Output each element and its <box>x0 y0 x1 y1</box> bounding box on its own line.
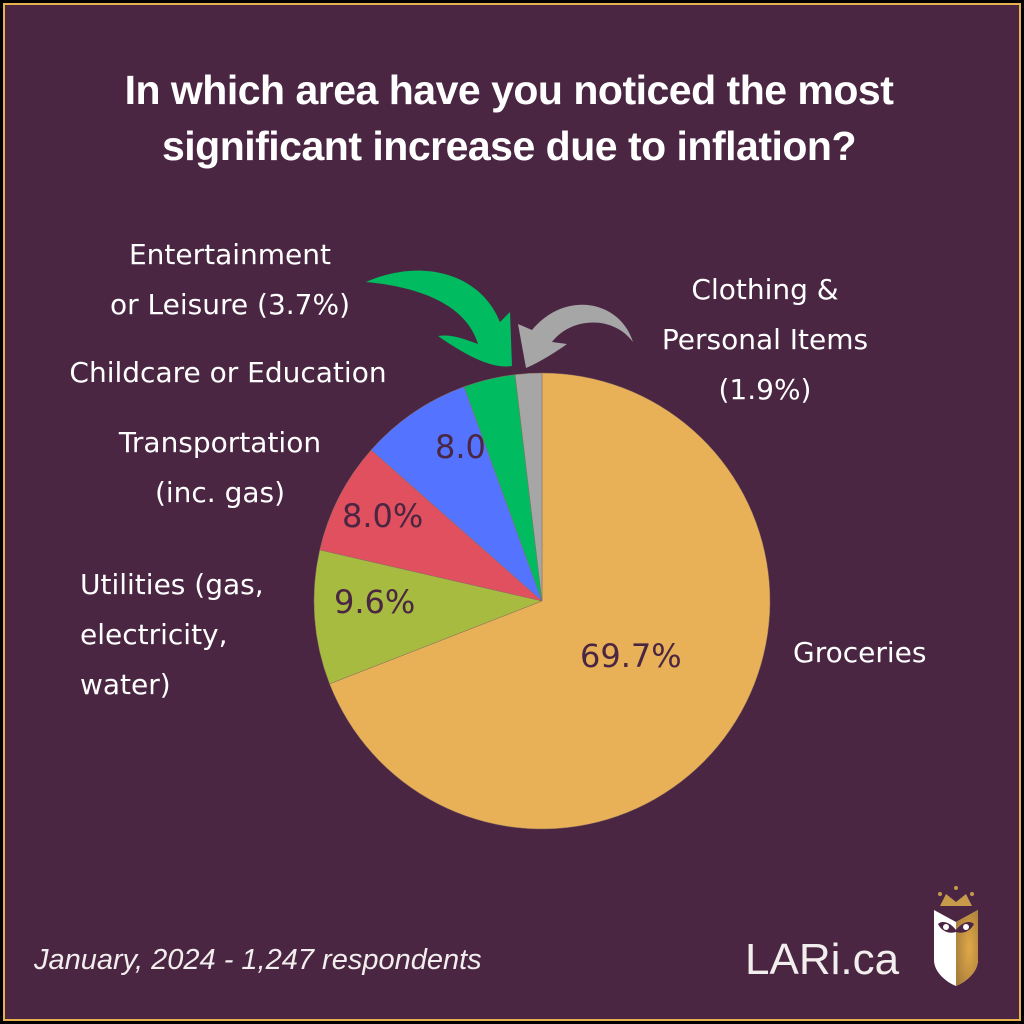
survey-footnote: January, 2024 - 1,247 respondents <box>34 944 482 976</box>
clothing-label-line1: Clothing & <box>691 273 839 306</box>
entertainment-label: Entertainment or Leisure (3.7%) <box>105 230 355 330</box>
green-arrow-icon <box>366 270 512 367</box>
pie-slices <box>313 372 771 830</box>
brand-name: LARi.ca <box>745 935 900 984</box>
pie-slice-clothing <box>514 372 543 602</box>
chart-title: In which area have you noticed the most … <box>0 62 1018 174</box>
utilities-label-line2: electricity, <box>80 618 228 651</box>
utilities-label-line1: Utilities (gas, <box>80 568 264 601</box>
pie-slice-groceries <box>329 372 771 830</box>
clothing-label-line3: (1.9%) <box>718 373 812 406</box>
transportation-label-line2: (inc. gas) <box>154 476 286 509</box>
gray-arrow-icon <box>518 304 633 368</box>
groceries-label: Groceries <box>793 636 927 669</box>
owl-shield-logo-icon <box>934 886 978 986</box>
title-line-2: significant increase due to inflation? <box>161 123 857 169</box>
utilities-label: Utilities (gas, electricity, water) <box>80 560 264 710</box>
utilities-value: 9.6% <box>334 583 415 621</box>
entertainment-label-line2: or Leisure (3.7%) <box>110 288 350 321</box>
entertainment-label-line1: Entertainment <box>128 238 332 271</box>
pie-slice-childcare <box>370 386 543 602</box>
pie-slice-utilities <box>313 549 543 685</box>
childcare-value: 8.0 <box>435 428 486 466</box>
transportation-value: 8.0% <box>342 497 423 535</box>
transportation-label-line1: Transportation <box>118 426 322 459</box>
pie-slice-transportation <box>319 449 543 602</box>
transportation-label: Transportation (inc. gas) <box>90 418 350 518</box>
utilities-label-line3: water) <box>80 668 171 701</box>
childcare-label: Childcare or Education <box>69 356 387 389</box>
clothing-label-line2: Personal Items <box>661 323 869 356</box>
groceries-value: 69.7% <box>580 637 682 675</box>
title-line-1: In which area have you noticed the most <box>124 67 894 113</box>
clothing-label: Clothing & Personal Items (1.9%) <box>640 265 890 415</box>
